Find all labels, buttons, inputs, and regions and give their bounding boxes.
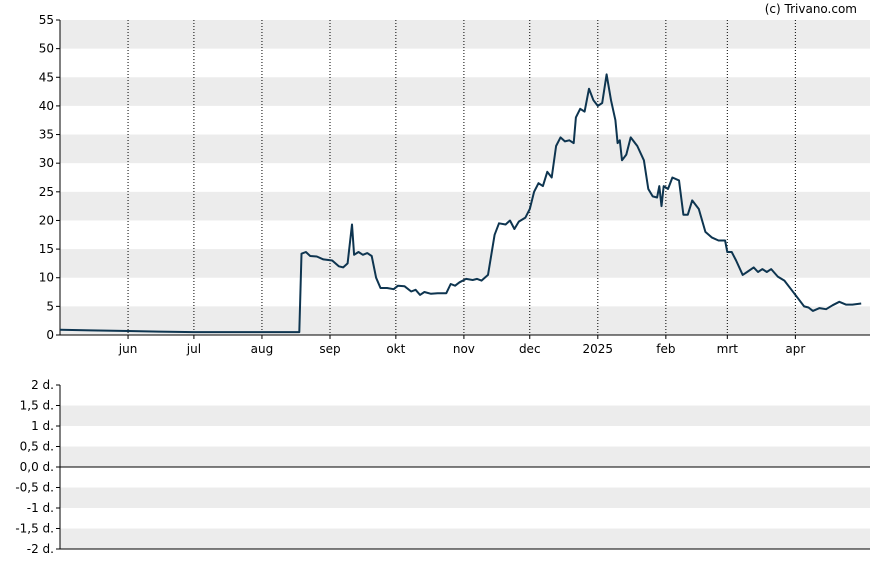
grid-band (60, 249, 870, 278)
y-tick-label: -2 d. (27, 542, 54, 556)
y-tick-label: 55 (39, 13, 54, 27)
grid-band (60, 77, 870, 106)
grid-band (60, 528, 870, 549)
y-tick-label: 20 (39, 213, 54, 227)
x-tick-label: dec (519, 342, 541, 356)
y-tick-label: 10 (39, 271, 54, 285)
grid-band (60, 306, 870, 335)
grid-band (60, 487, 870, 508)
y-tick-label: 30 (39, 156, 54, 170)
x-tick-label: mrt (717, 342, 739, 356)
dividend-chart-panel: -2 d. -1,5 d. -1 d. -0,5 d. 0,0 d. 0,5 d. 1 d.… (15, 378, 870, 556)
price-series-line (59, 73, 862, 334)
x-tick-label: sep (319, 342, 340, 356)
y-tick-label: 25 (39, 185, 54, 199)
x-tick-label: feb (656, 342, 675, 356)
grid-band (60, 446, 870, 467)
y-tick-label: 50 (39, 42, 54, 56)
y-tick-label: 0 (46, 328, 54, 342)
y-tick-label: 15 (39, 242, 54, 256)
y-tick-label: 0,5 d. (20, 440, 54, 454)
x-tick-label: aug (251, 342, 274, 356)
x-tick-label: jul (186, 342, 201, 356)
x-tick-label: nov (453, 342, 475, 356)
y-tick-label: -1,5 d. (15, 522, 54, 536)
y-tick-label: 0,0 d. (20, 460, 54, 474)
y-tick-label: -1 d. (27, 501, 54, 515)
y-tick-label: 1 d. (31, 419, 54, 433)
y-tick-label: 40 (39, 99, 54, 113)
credit-label: (c) Trivano.com (765, 2, 857, 16)
y-tick-label: -0,5 d. (15, 481, 54, 495)
x-tick-label: okt (386, 342, 405, 356)
y-tick-label: 45 (39, 70, 54, 84)
x-tick-label: 2025 (583, 342, 614, 356)
x-tick-label: apr (785, 342, 805, 356)
x-tick-label: jun (118, 342, 138, 356)
grid-band (60, 20, 870, 49)
y-tick-label: 35 (39, 128, 54, 142)
y-tick-label: 1,5 d. (20, 399, 54, 413)
grid-band (60, 134, 870, 164)
y-tick-label: 2 d. (31, 378, 54, 392)
grid-band (60, 191, 870, 221)
grid-band (60, 405, 870, 426)
y-tick-label: 5 (46, 299, 54, 313)
